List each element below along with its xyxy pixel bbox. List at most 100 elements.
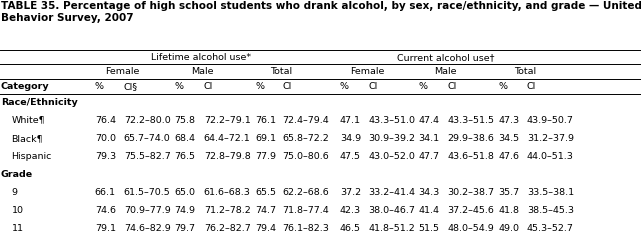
Text: 47.4: 47.4	[419, 116, 440, 125]
Text: 43.0–52.0: 43.0–52.0	[369, 152, 415, 161]
Text: 70.9–77.9: 70.9–77.9	[124, 206, 171, 215]
Text: 62.2–68.6: 62.2–68.6	[282, 188, 329, 197]
Text: 38.0–46.7: 38.0–46.7	[369, 206, 415, 215]
Text: Lifetime alcohol use*: Lifetime alcohol use*	[151, 53, 251, 62]
Text: 47.7: 47.7	[419, 152, 440, 161]
Text: 51.5: 51.5	[419, 224, 440, 233]
Text: %: %	[419, 82, 428, 91]
Text: 49.0: 49.0	[499, 224, 520, 233]
Text: TABLE 35. Percentage of high school students who drank alcohol, by sex, race/eth: TABLE 35. Percentage of high school stud…	[1, 1, 641, 23]
Text: 38.5–45.3: 38.5–45.3	[527, 206, 574, 215]
Text: 70.0: 70.0	[95, 134, 116, 143]
Text: 41.8: 41.8	[499, 206, 520, 215]
Text: 74.6–82.9: 74.6–82.9	[124, 224, 171, 233]
Text: 75.0–80.6: 75.0–80.6	[282, 152, 329, 161]
Text: 45.3–52.7: 45.3–52.7	[527, 224, 574, 233]
Text: 29.9–38.6: 29.9–38.6	[447, 134, 494, 143]
Text: 41.4: 41.4	[419, 206, 440, 215]
Text: %: %	[499, 82, 508, 91]
Text: 71.2–78.2: 71.2–78.2	[204, 206, 251, 215]
Text: 43.3–51.0: 43.3–51.0	[369, 116, 415, 125]
Text: White¶: White¶	[12, 116, 45, 125]
Text: Current alcohol use†: Current alcohol use†	[397, 53, 495, 62]
Text: 65.7–74.0: 65.7–74.0	[124, 134, 171, 143]
Text: CI: CI	[447, 82, 457, 91]
Text: Category: Category	[1, 82, 49, 91]
Text: 34.5: 34.5	[499, 134, 520, 143]
Text: 74.9: 74.9	[174, 206, 196, 215]
Text: 43.3–51.5: 43.3–51.5	[447, 116, 494, 125]
Text: %: %	[340, 82, 349, 91]
Text: 79.3: 79.3	[95, 152, 116, 161]
Text: 35.7: 35.7	[499, 188, 520, 197]
Text: CI§: CI§	[124, 82, 138, 91]
Text: 37.2: 37.2	[340, 188, 361, 197]
Text: 74.7: 74.7	[255, 206, 276, 215]
Text: %: %	[174, 82, 183, 91]
Text: 48.0–54.9: 48.0–54.9	[447, 224, 494, 233]
Text: Total: Total	[271, 67, 292, 76]
Text: 66.1: 66.1	[95, 188, 116, 197]
Text: 47.1: 47.1	[340, 116, 361, 125]
Text: 11: 11	[12, 224, 24, 233]
Text: 76.4: 76.4	[95, 116, 116, 125]
Text: 76.5: 76.5	[174, 152, 196, 161]
Text: 33.5–38.1: 33.5–38.1	[527, 188, 574, 197]
Text: CI: CI	[282, 82, 292, 91]
Text: 79.7: 79.7	[174, 224, 196, 233]
Text: 64.4–72.1: 64.4–72.1	[204, 134, 251, 143]
Text: 47.6: 47.6	[499, 152, 520, 161]
Text: 76.1: 76.1	[255, 116, 276, 125]
Text: 75.5–82.7: 75.5–82.7	[124, 152, 171, 161]
Text: Hispanic: Hispanic	[12, 152, 52, 161]
Text: 34.3: 34.3	[419, 188, 440, 197]
Text: 65.8–72.2: 65.8–72.2	[282, 134, 329, 143]
Text: 42.3: 42.3	[340, 206, 361, 215]
Text: 37.2–45.6: 37.2–45.6	[447, 206, 494, 215]
Text: 68.4: 68.4	[174, 134, 196, 143]
Text: 75.8: 75.8	[174, 116, 196, 125]
Text: 71.8–77.4: 71.8–77.4	[282, 206, 329, 215]
Text: 61.6–68.3: 61.6–68.3	[204, 188, 251, 197]
Text: 76.2–82.7: 76.2–82.7	[204, 224, 251, 233]
Text: 72.2–79.1: 72.2–79.1	[204, 116, 251, 125]
Text: 9: 9	[12, 188, 17, 197]
Text: CI: CI	[204, 82, 213, 91]
Text: 46.5: 46.5	[340, 224, 361, 233]
Text: Total: Total	[515, 67, 537, 76]
Text: 44.0–51.3: 44.0–51.3	[527, 152, 574, 161]
Text: 72.4–79.4: 72.4–79.4	[282, 116, 329, 125]
Text: 79.4: 79.4	[255, 224, 276, 233]
Text: Female: Female	[105, 67, 139, 76]
Text: 65.5: 65.5	[255, 188, 276, 197]
Text: 77.9: 77.9	[255, 152, 276, 161]
Text: 10: 10	[12, 206, 24, 215]
Text: Black¶: Black¶	[12, 134, 43, 143]
Text: 47.5: 47.5	[340, 152, 361, 161]
Text: 69.1: 69.1	[255, 134, 276, 143]
Text: 43.9–50.7: 43.9–50.7	[527, 116, 574, 125]
Text: 34.9: 34.9	[340, 134, 361, 143]
Text: 72.2–80.0: 72.2–80.0	[124, 116, 171, 125]
Text: Male: Male	[190, 67, 213, 76]
Text: CI: CI	[527, 82, 537, 91]
Text: Female: Female	[350, 67, 384, 76]
Text: %: %	[255, 82, 264, 91]
Text: Male: Male	[435, 67, 457, 76]
Text: 43.6–51.8: 43.6–51.8	[447, 152, 494, 161]
Text: 65.0: 65.0	[174, 188, 196, 197]
Text: 30.9–39.2: 30.9–39.2	[369, 134, 415, 143]
Text: Grade: Grade	[1, 170, 33, 179]
Text: 41.8–51.2: 41.8–51.2	[369, 224, 415, 233]
Text: Race/Ethnicity: Race/Ethnicity	[1, 98, 78, 107]
Text: 72.8–79.8: 72.8–79.8	[204, 152, 251, 161]
Text: 74.6: 74.6	[95, 206, 116, 215]
Text: 34.1: 34.1	[419, 134, 440, 143]
Text: 33.2–41.4: 33.2–41.4	[369, 188, 415, 197]
Text: 30.2–38.7: 30.2–38.7	[447, 188, 494, 197]
Text: 31.2–37.9: 31.2–37.9	[527, 134, 574, 143]
Text: CI: CI	[369, 82, 378, 91]
Text: %: %	[95, 82, 104, 91]
Text: 76.1–82.3: 76.1–82.3	[282, 224, 329, 233]
Text: 79.1: 79.1	[95, 224, 116, 233]
